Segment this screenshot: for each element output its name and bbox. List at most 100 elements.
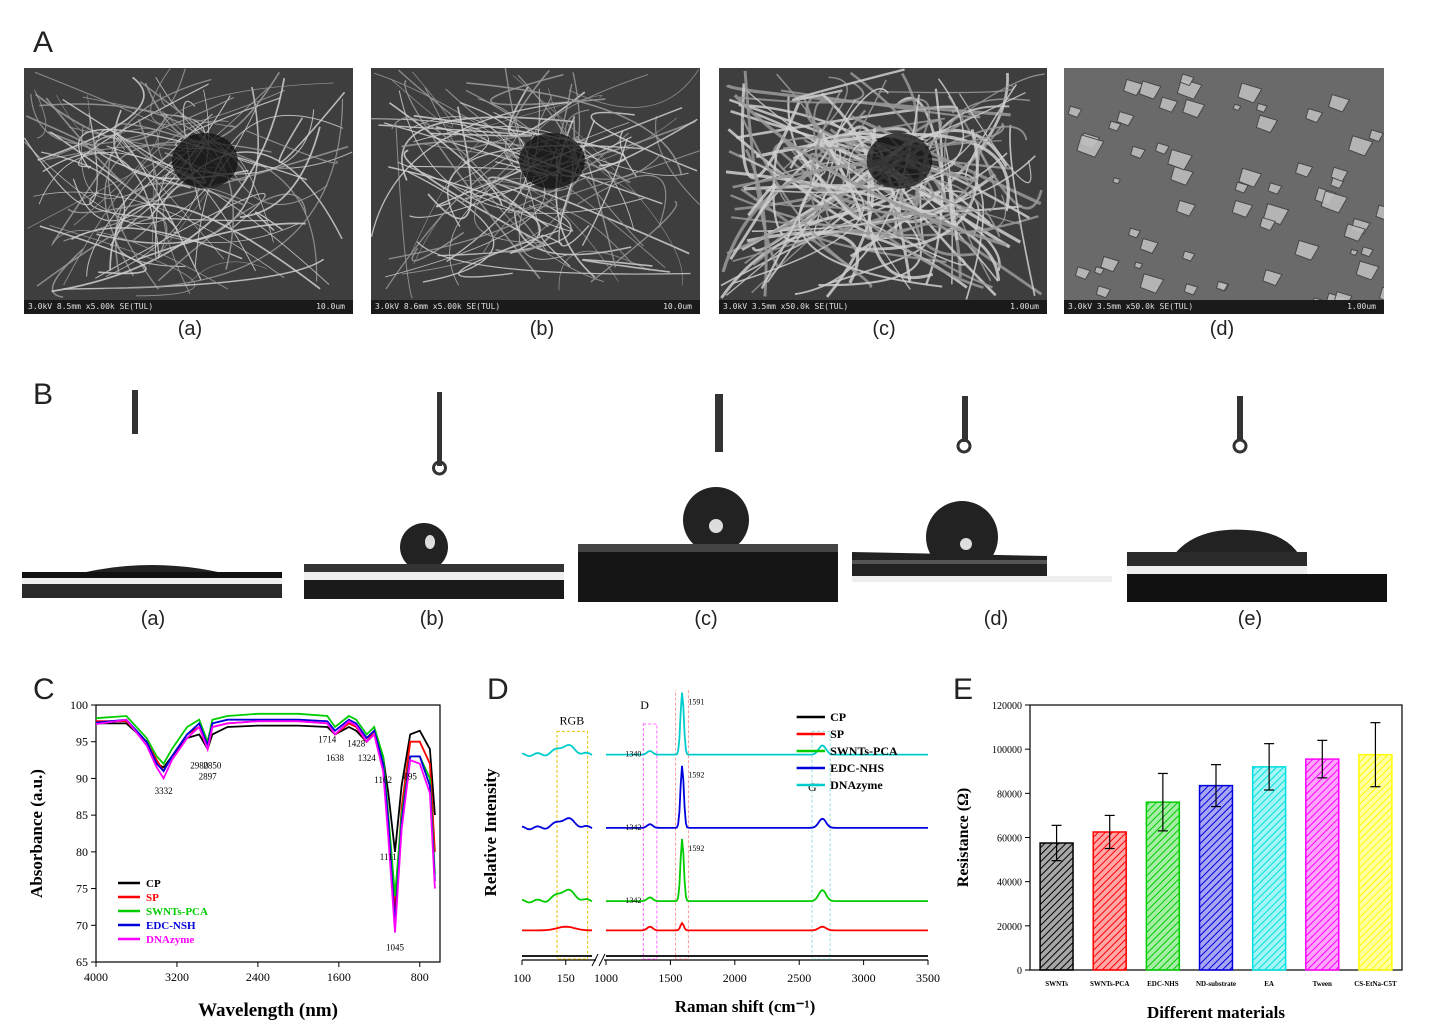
sem-info-text: 3.0kV 8.6mm x5.00k SE(TUL) (375, 302, 501, 311)
sem-crystal (1259, 216, 1277, 232)
peak-label: 1342 (625, 823, 641, 832)
series-rbm-edc-nhs (521, 817, 593, 831)
sem-fiber (800, 204, 940, 218)
sem-scale-text: 1.00um (1347, 302, 1376, 311)
x-tick-label: 3500 (916, 971, 940, 985)
sem-crystal (1175, 199, 1197, 217)
sem-crystal (1368, 129, 1384, 143)
sem-fiber (746, 231, 860, 284)
sem-crystal (1116, 111, 1135, 127)
legend-label: EDC-NHS (830, 761, 884, 775)
peak-label: 1638 (326, 753, 345, 763)
sem-info-bar: 3.0kV 8.5mm x5.00k SE(TUL) 10.0um (24, 300, 353, 314)
y-tick-label: 20000 (997, 922, 1022, 933)
x-tick-label: 2000 (723, 971, 747, 985)
sem-fiber (239, 126, 321, 219)
sem-crystal (1238, 167, 1263, 188)
x-tick-label: SWNTs (1045, 980, 1068, 988)
sem-fiber (395, 124, 413, 299)
sem-fiber (371, 101, 568, 237)
contact-angle-image-a (22, 380, 282, 600)
legend-label: SWNTs-PCA (830, 744, 898, 758)
y-tick-label: 80000 (997, 789, 1022, 800)
sem-info-bar: 3.0kV 8.6mm x5.00k SE(TUL) 10.0um (371, 300, 700, 314)
y-tick-label: 100 (70, 698, 88, 712)
sem-fiber (67, 145, 349, 214)
sem-fiber (38, 152, 330, 285)
sem-fiber (487, 176, 690, 255)
g2-region-box (811, 730, 831, 960)
sem-fiber (157, 82, 334, 159)
sem-fiber (466, 82, 683, 176)
sem-fiber (482, 206, 634, 266)
sem-crystal (1122, 78, 1144, 97)
x-axis-label: Raman shift (cm⁻¹) (675, 997, 816, 1016)
sem-fiber (435, 126, 663, 205)
x-tick-label: CS-EtNa-C5T (1354, 980, 1397, 988)
sem-fiber (513, 211, 632, 256)
sem-fiber (947, 177, 959, 241)
sem-fiber (34, 89, 47, 139)
peak-label: 1162 (374, 775, 392, 785)
sem-fiber (37, 76, 145, 162)
sem-fiber (851, 115, 1042, 206)
sem-crystal (1095, 285, 1112, 299)
sem-fiber (51, 248, 84, 298)
series-line-dnazyme (95, 718, 436, 933)
sem-pore (519, 132, 585, 189)
sem-crystal (1100, 255, 1120, 273)
sem-crystal (1129, 145, 1146, 160)
sem-crystal (1267, 182, 1283, 195)
sem-crystal (1262, 269, 1283, 287)
sem-fiber (41, 128, 159, 226)
sem-fiber (78, 83, 209, 168)
x-tick-label: 1000 (594, 971, 618, 985)
sem-fiber (568, 69, 700, 108)
sem-fiber (581, 258, 671, 273)
sem-fiber (403, 149, 546, 246)
sem-crystal (1255, 114, 1279, 134)
x-tick-label: 4000 (84, 970, 108, 984)
series-line-edc-nhs (606, 765, 928, 829)
legend-label: SP (146, 892, 159, 904)
resistance-chart: 0 20000 40000 60000 80000 100000 120000 SWNTs SW… (955, 701, 1403, 1022)
sem-fiber (741, 116, 858, 272)
sem-fiber (812, 99, 830, 218)
sem-fiber (148, 151, 343, 240)
x-tick-label: Tween (1313, 980, 1332, 988)
sem-crystal (1294, 162, 1314, 178)
sem-fiber (413, 114, 626, 167)
rbm-region-box (556, 730, 589, 960)
sem-fiber (401, 116, 575, 181)
sem-fiber (518, 176, 569, 260)
sem-crystal (1133, 261, 1144, 270)
sem-fiber (577, 174, 667, 228)
sem-fiber (390, 71, 453, 128)
contact-angle-image-b (304, 380, 564, 600)
contact-angle-image-c (578, 380, 838, 602)
sem-fiber (71, 227, 243, 260)
sem-scale-text: 1.00um (1010, 302, 1039, 311)
y-tick-label: 70 (76, 918, 88, 932)
sem-fiber (1009, 124, 1036, 297)
y-axis-label: Resistance (Ω) (955, 788, 972, 887)
sem-crystal (1215, 280, 1229, 292)
sem-fiber (729, 183, 777, 261)
sem-texture (1064, 68, 1384, 300)
sem-fiber (404, 79, 541, 280)
sem-fiber (427, 106, 473, 220)
sem-pore (172, 132, 238, 189)
peak-label: 1111 (380, 852, 397, 862)
y-tick-label: 85 (76, 808, 88, 822)
sem-fiber (39, 225, 147, 275)
sem-fiber (40, 151, 126, 247)
y-axis-label: Absorbance (a.u.) (27, 769, 46, 898)
peak-label: 3332 (155, 786, 173, 796)
sem-fiber (114, 122, 209, 180)
panel-e-letter: E (953, 673, 974, 706)
sem-crystal (1349, 248, 1359, 257)
sem-fiber (493, 111, 689, 176)
sem-crystal (1343, 223, 1366, 242)
y-tick-label: 120000 (992, 701, 1022, 712)
y-tick-label: 60000 (997, 834, 1022, 845)
